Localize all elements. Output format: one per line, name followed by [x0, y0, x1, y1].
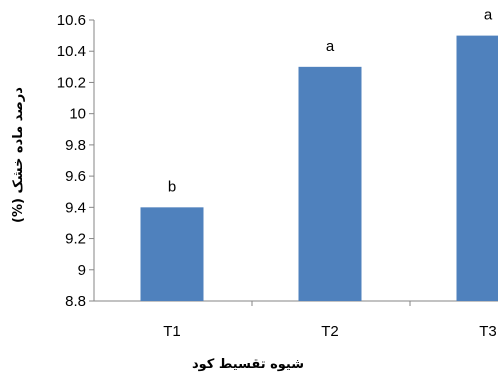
y-tick-label: 9.4 [65, 199, 86, 216]
y-tick-label: 9.6 [65, 168, 86, 185]
y-tick-label: 9.8 [65, 137, 86, 154]
bar-T1 [140, 207, 204, 301]
data-label-T3: a [484, 7, 493, 24]
data-label-T1: b [168, 178, 176, 195]
x-tick-label: T1 [163, 323, 181, 340]
x-tick-label: T3 [479, 323, 497, 340]
y-axis: 8.8 9 9.2 9.4 9.6 9.8 10 10.2 10.4 10.6 [57, 12, 95, 310]
x-tick-label: T2 [321, 323, 339, 340]
y-tick-label: 10.4 [57, 43, 86, 60]
y-tick-label: 10.2 [57, 74, 86, 91]
y-tick-label: 9.2 [65, 231, 86, 248]
x-axis-title: شیوه تقسیط کود [192, 357, 304, 372]
x-axis: T1 T2 T3 [94, 300, 498, 340]
y-tick-label: 10.6 [57, 12, 86, 29]
data-labels: b a a [168, 7, 493, 196]
y-axis-title: درصد ماده خشک (%) [11, 87, 26, 223]
y-tick-label: 10 [69, 106, 86, 123]
bars [140, 35, 498, 301]
y-tick-label: 9 [78, 262, 86, 279]
bar-T3 [456, 35, 498, 301]
bar-T2 [298, 66, 362, 301]
y-tick-label: 8.8 [65, 293, 86, 310]
data-label-T2: a [326, 38, 335, 55]
